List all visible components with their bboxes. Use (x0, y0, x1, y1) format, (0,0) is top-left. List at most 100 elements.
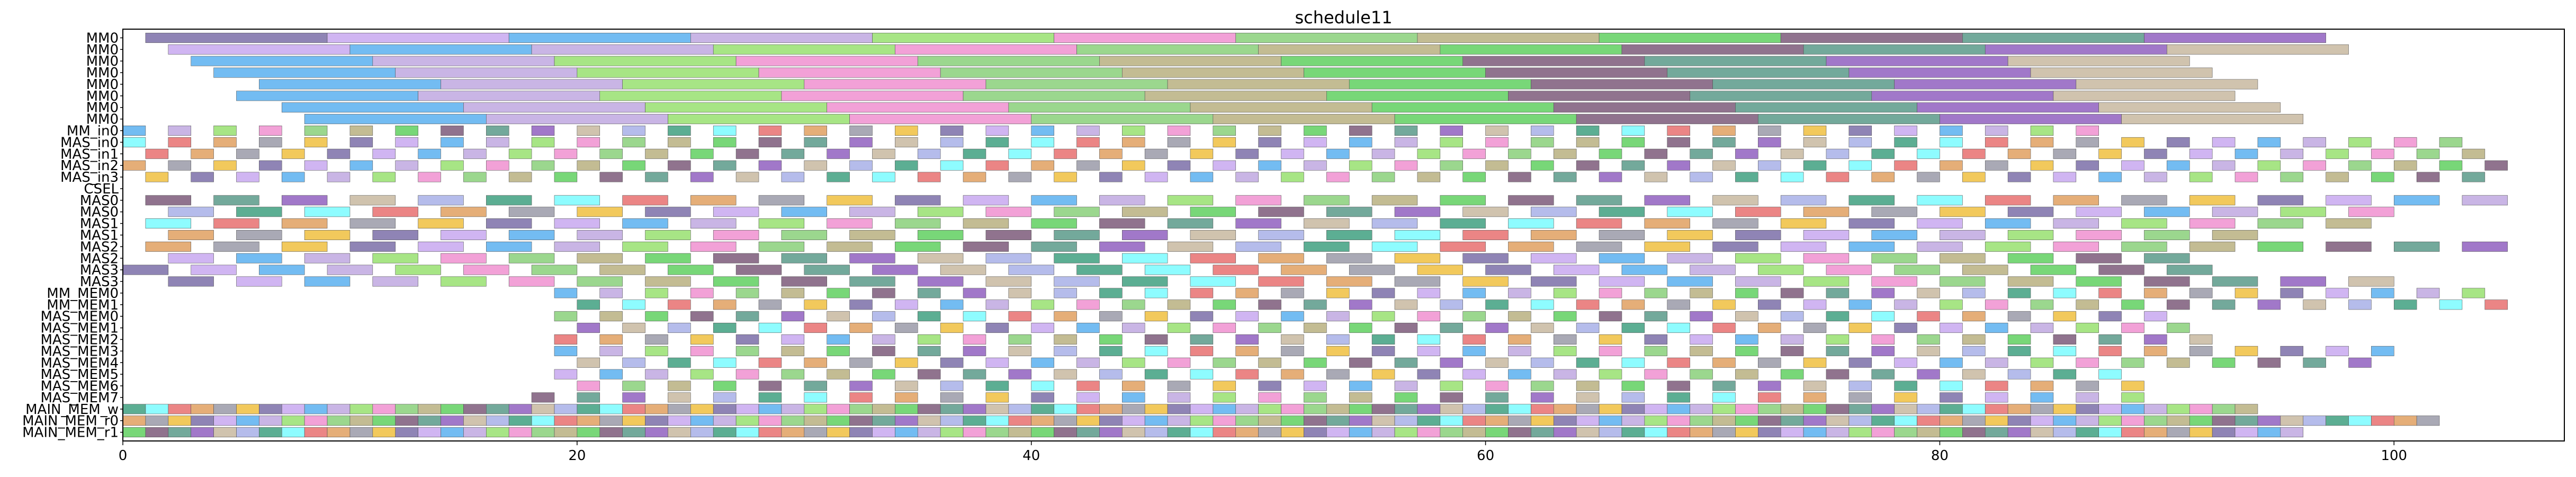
gantt-bar (1531, 427, 1554, 438)
gantt-bar (1690, 172, 1713, 182)
gantt-bar (758, 357, 782, 368)
gantt-bar (2121, 427, 2144, 438)
gantt-bar (577, 253, 623, 263)
y-tick-label: MAS_in1 (60, 146, 119, 162)
gantt-bar (1190, 230, 1236, 240)
gantt-bar (1871, 334, 1895, 344)
gantt-bar (963, 416, 986, 426)
gantt-bar (2167, 323, 2190, 333)
gantt-bar (781, 148, 805, 159)
gantt-bar (1076, 137, 1100, 147)
gantt-bar (758, 427, 782, 438)
gantt-bar (758, 299, 782, 310)
gantt-bar (1667, 67, 1850, 78)
gantt-bar (1326, 207, 1372, 217)
gantt-bar (2280, 276, 2326, 287)
gantt-bar (1917, 311, 1940, 322)
gantt-bar (1326, 404, 1350, 414)
gantt-bar (735, 311, 759, 322)
gantt-bar (1213, 160, 1236, 171)
gantt-bar (1621, 392, 1645, 403)
gantt-bar (1599, 427, 1622, 438)
gantt-bar (2280, 346, 2304, 356)
gantt-bar (872, 148, 895, 159)
gantt-bar (645, 427, 668, 438)
gantt-bar (2053, 91, 2236, 101)
gantt-bar (758, 137, 782, 147)
gantt-bar (872, 404, 895, 414)
gantt-bar (2144, 276, 2190, 287)
gantt-bar (2053, 416, 2077, 426)
gantt-bar (2371, 346, 2394, 356)
gantt-bar (1121, 427, 1145, 438)
gantt-bar (1894, 381, 1917, 391)
gantt-bar (1371, 334, 1395, 344)
gantt-bar (1213, 357, 1236, 368)
gantt-bar (2098, 416, 2122, 426)
gantt-bar (2053, 346, 2077, 356)
gantt-bar (1667, 126, 1690, 136)
gantt-bar (1576, 323, 1600, 333)
gantt-bar (372, 276, 418, 287)
gantt-bar (395, 416, 418, 426)
gantt-bar (1780, 334, 1804, 344)
gantt-bar (1462, 276, 1509, 287)
gantt-bar (2462, 241, 2508, 252)
gantt-bar (1304, 392, 1327, 403)
gantt-bar (213, 67, 396, 78)
gantt-bar (668, 392, 691, 403)
gantt-bar (1394, 253, 1441, 263)
gantt-bar (508, 276, 555, 287)
gantt-bar (191, 148, 214, 159)
gantt-bar (1144, 264, 1191, 275)
gantt-bar (418, 404, 441, 414)
gantt-bar (1462, 416, 1486, 426)
gantt-bar (1258, 126, 1281, 136)
y-tick-label: MAS_MEM3 (40, 343, 119, 359)
gantt-bar (236, 172, 259, 182)
gantt-bar (2007, 253, 2054, 263)
gantt-bar (1054, 276, 1100, 287)
gantt-bar (1099, 172, 1123, 182)
gantt-bar (1167, 357, 1191, 368)
gantt-bar (1848, 392, 1872, 403)
gantt-bar (1576, 114, 1758, 125)
gantt-bar (735, 334, 759, 344)
gantt-bar (1076, 44, 1259, 55)
gantt-bar (1735, 148, 1758, 159)
gantt-bar (2394, 137, 2417, 147)
gantt-bar (1281, 288, 1304, 298)
gantt-bar (1531, 79, 1713, 90)
gantt-bar (577, 67, 759, 78)
gantt-bar (2007, 276, 2054, 287)
gantt-bar (418, 195, 464, 206)
gantt-bar (2280, 207, 2326, 217)
gantt-bar (1576, 218, 1622, 229)
gantt-bar (1281, 427, 1304, 438)
gantt-bar (1780, 416, 1804, 426)
gantt-bar (1371, 404, 1395, 414)
gantt-bar (1985, 299, 2008, 310)
gantt-bar (917, 404, 941, 414)
gantt-bar (213, 218, 259, 229)
gantt-bar (1803, 392, 1827, 403)
gantt-bar (191, 172, 214, 182)
gantt-bar (1553, 404, 1577, 414)
gantt-bar (849, 427, 873, 438)
gantt-bar (1712, 241, 1758, 252)
gantt-bar (713, 392, 737, 403)
gantt-bar (2167, 160, 2190, 171)
gantt-bar (1848, 160, 1872, 171)
gantt-bar (622, 137, 645, 147)
gantt-bar (2416, 148, 2440, 159)
gantt-bar (985, 230, 1032, 240)
gantt-bar (486, 126, 509, 136)
gantt-bar (1531, 276, 1577, 287)
gantt-bar (554, 241, 600, 252)
gantt-bar (1326, 230, 1372, 240)
gantt-bar (441, 137, 464, 147)
gantt-bar (1462, 207, 1509, 217)
gantt-bar (1917, 334, 1940, 344)
gantt-bar (668, 416, 691, 426)
gantt-bar (1962, 404, 1986, 414)
